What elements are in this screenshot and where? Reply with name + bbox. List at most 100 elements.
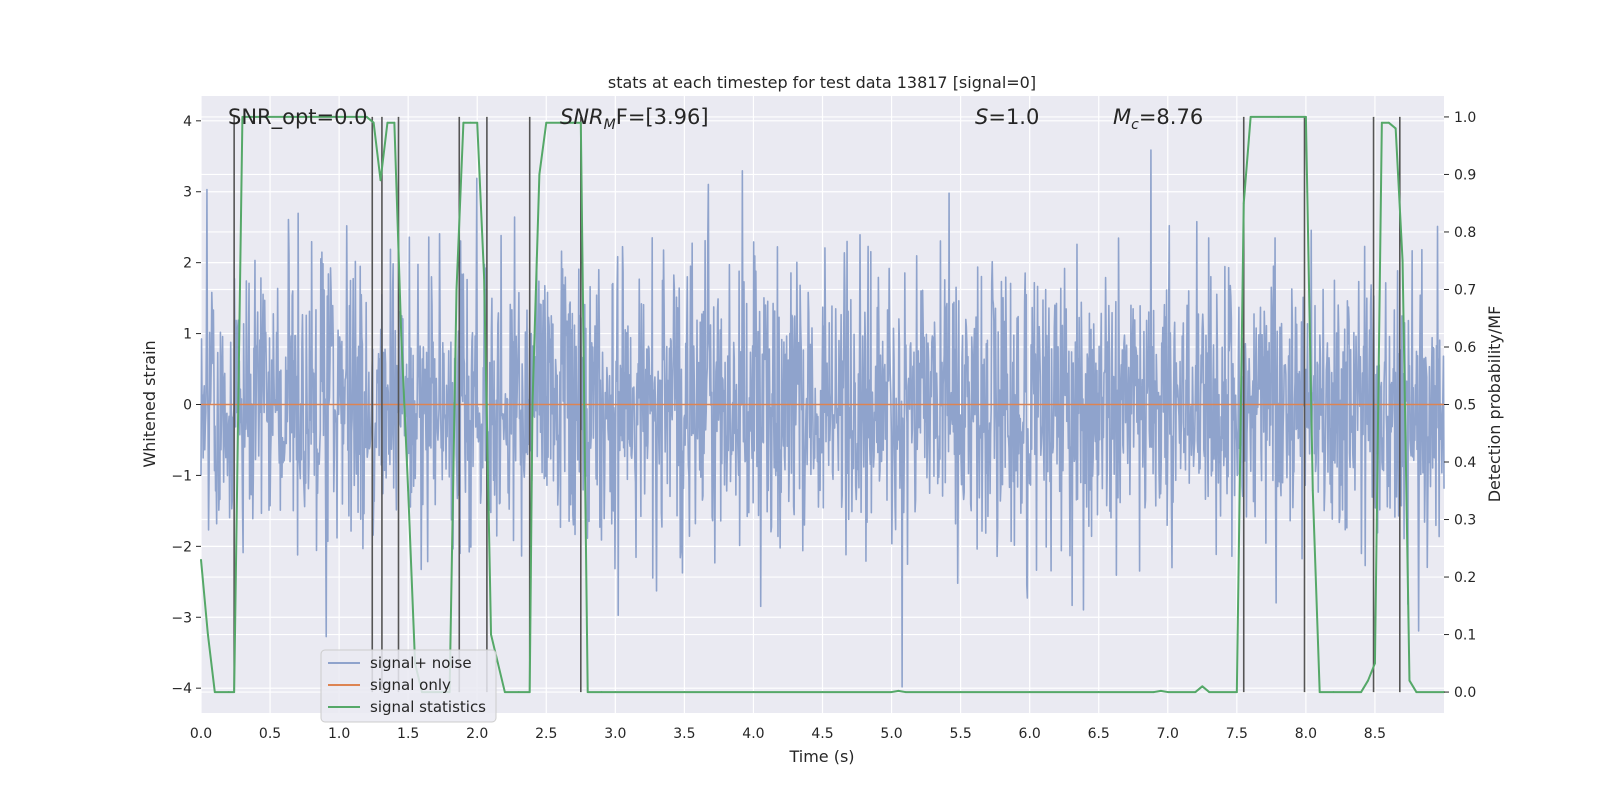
- x-tick-8: 4.0: [742, 726, 764, 742]
- stats-point-29: [517, 691, 520, 693]
- legend-entry-signal: signal only: [370, 676, 451, 694]
- annotation-s: S=1.0: [975, 105, 1039, 129]
- stats-point-38: [600, 691, 603, 693]
- stats-point-6: [255, 116, 258, 118]
- y2-tick-3: 0.7: [1454, 282, 1476, 298]
- stats-point-35: [573, 121, 575, 124]
- stats-point-71: [1415, 691, 1418, 693]
- stats-point-31: [531, 403, 534, 406]
- stats-point-70: [1408, 679, 1411, 682]
- x-tick-12: 6.0: [1019, 726, 1041, 742]
- x-tick-17: 8.5: [1364, 726, 1386, 742]
- stats-point-22: [462, 121, 465, 124]
- y-tick-3: 1: [183, 327, 192, 343]
- stats-point-15: [400, 334, 403, 337]
- stats-point-36: [579, 121, 582, 124]
- stats-point-39: [614, 691, 617, 693]
- y2-axis-label: Detection probability/MF: [1485, 306, 1504, 503]
- annotation-mc-sub: c: [1131, 117, 1139, 133]
- stats-point-60: [1311, 489, 1314, 492]
- stats-point-5: [241, 116, 244, 118]
- stats-point-43: [890, 691, 893, 693]
- stats-point-8: [310, 116, 313, 118]
- stats-point-53: [1201, 685, 1204, 688]
- stats-point-9: [338, 116, 341, 118]
- y-tick-6: −2: [171, 539, 192, 555]
- y2-tick-1: 0.9: [1454, 167, 1476, 183]
- stats-point-0: [200, 558, 202, 561]
- stats-point-62: [1332, 691, 1335, 693]
- series-signal-noise: [200, 149, 1445, 688]
- annotation-mc-val: =8.76: [1139, 105, 1203, 129]
- y-tick-5: −1: [171, 468, 192, 484]
- x-tick-2: 1.0: [328, 726, 350, 742]
- x-tick-11: 5.5: [949, 726, 971, 742]
- stats-point-63: [1360, 691, 1363, 693]
- stats-point-40: [683, 691, 686, 693]
- x-tick-10: 5.0: [880, 726, 902, 742]
- y2-tick-0: 1.0: [1454, 110, 1476, 126]
- chart-title: stats at each timestep for test data 138…: [608, 73, 1036, 92]
- stats-point-33: [545, 121, 548, 124]
- stats-point-10: [365, 116, 368, 118]
- y-tick-0: 4: [183, 114, 192, 130]
- stats-point-3: [227, 691, 230, 693]
- y-tick-2: 2: [183, 256, 192, 272]
- stats-point-34: [559, 121, 561, 124]
- stats-point-65: [1374, 662, 1376, 665]
- stats-point-47: [1028, 691, 1031, 693]
- stats-point-30: [528, 691, 531, 693]
- stats-point-37: [586, 691, 589, 693]
- noise-line: [200, 149, 1445, 688]
- annotation-mc: Mc=8.76: [1113, 105, 1203, 133]
- stats-point-7: [282, 116, 285, 118]
- stats-point-56: [1242, 202, 1245, 205]
- stats-point-59: [1304, 116, 1307, 118]
- stats-point-13: [386, 121, 389, 124]
- annotation-snr-mf-rest: F=[3.96]: [616, 105, 709, 129]
- x-tick-5: 2.5: [535, 726, 557, 742]
- stats-point-14: [393, 121, 396, 124]
- stats-point-51: [1166, 691, 1169, 693]
- x-tick-6: 3.0: [604, 726, 626, 742]
- stats-point-57: [1249, 116, 1252, 118]
- stats-point-12: [379, 179, 382, 182]
- y2-tick-2: 0.8: [1454, 225, 1476, 241]
- x-tick-1: 0.5: [259, 726, 281, 742]
- stats-point-69: [1401, 259, 1404, 262]
- stats-point-45: [904, 691, 907, 693]
- y2-tick-6: 0.4: [1454, 455, 1476, 471]
- series-signal-statistics: [200, 115, 1445, 694]
- y-tick-1: 3: [183, 185, 192, 201]
- stats-point-2: [213, 691, 216, 693]
- annotation-snr-mf: SNRMF=[3.96]: [560, 105, 709, 133]
- annotation-s-val: =1.0: [988, 105, 1039, 129]
- annotation-snr-mf-base: SNR: [560, 105, 604, 129]
- stats-point-49: [1153, 691, 1155, 693]
- y2-tick-4: 0.6: [1454, 340, 1476, 356]
- y-axis-label: Whitened strain: [140, 340, 159, 467]
- x-tick-4: 2.0: [466, 726, 488, 742]
- stats-point-58: [1277, 116, 1280, 118]
- stats-point-61: [1318, 691, 1321, 693]
- x-tick-16: 8.0: [1295, 726, 1317, 742]
- stats-point-48: [1097, 691, 1100, 693]
- y2-tick-9: 0.1: [1454, 628, 1476, 644]
- stats-point-44: [897, 690, 900, 692]
- legend: signal+ noise signal only signal statist…: [320, 649, 497, 723]
- stats-point-16: [407, 489, 410, 492]
- x-tick-7: 3.5: [673, 726, 695, 742]
- stats-point-46: [959, 691, 962, 693]
- stats-point-52: [1194, 691, 1197, 693]
- stats-point-55: [1235, 691, 1238, 693]
- y2-tick-7: 0.3: [1454, 513, 1476, 529]
- stats-point-50: [1159, 690, 1162, 692]
- stats-point-67: [1387, 121, 1390, 124]
- tick-labels: 0.0 0.5 1.0 1.5 2.0 2.5 3.0 3.5 4.0 4.5 5.0 5.5 6.0 6…: [171, 110, 1476, 742]
- stats-point-25: [483, 277, 486, 279]
- y2-tick-5: 0.5: [1454, 398, 1476, 414]
- x-tick-13: 6.5: [1088, 726, 1110, 742]
- x-tick-3: 1.5: [397, 726, 419, 742]
- y2-tick-8: 0.2: [1454, 570, 1476, 586]
